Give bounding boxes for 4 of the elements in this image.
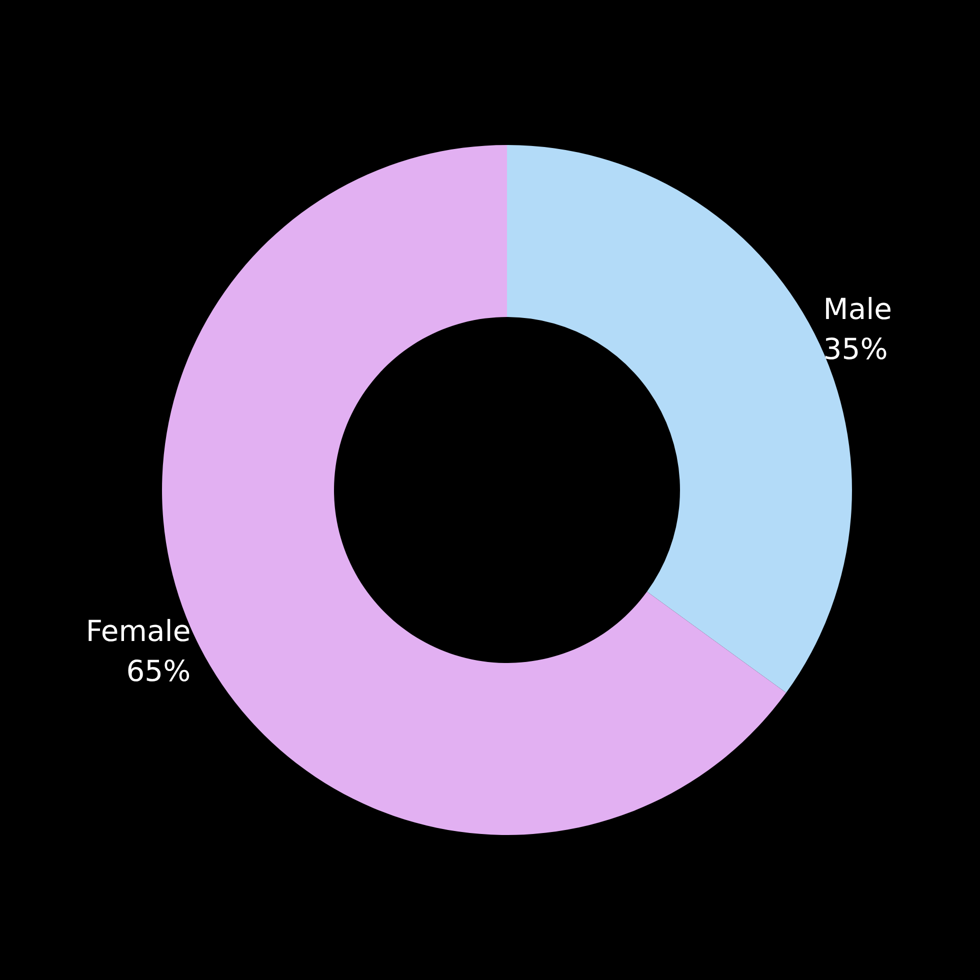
data-label: 35% xyxy=(823,332,888,366)
slice-label: Male xyxy=(823,292,892,326)
data-label: 65% xyxy=(126,654,191,688)
slice-label: Female xyxy=(86,614,191,648)
